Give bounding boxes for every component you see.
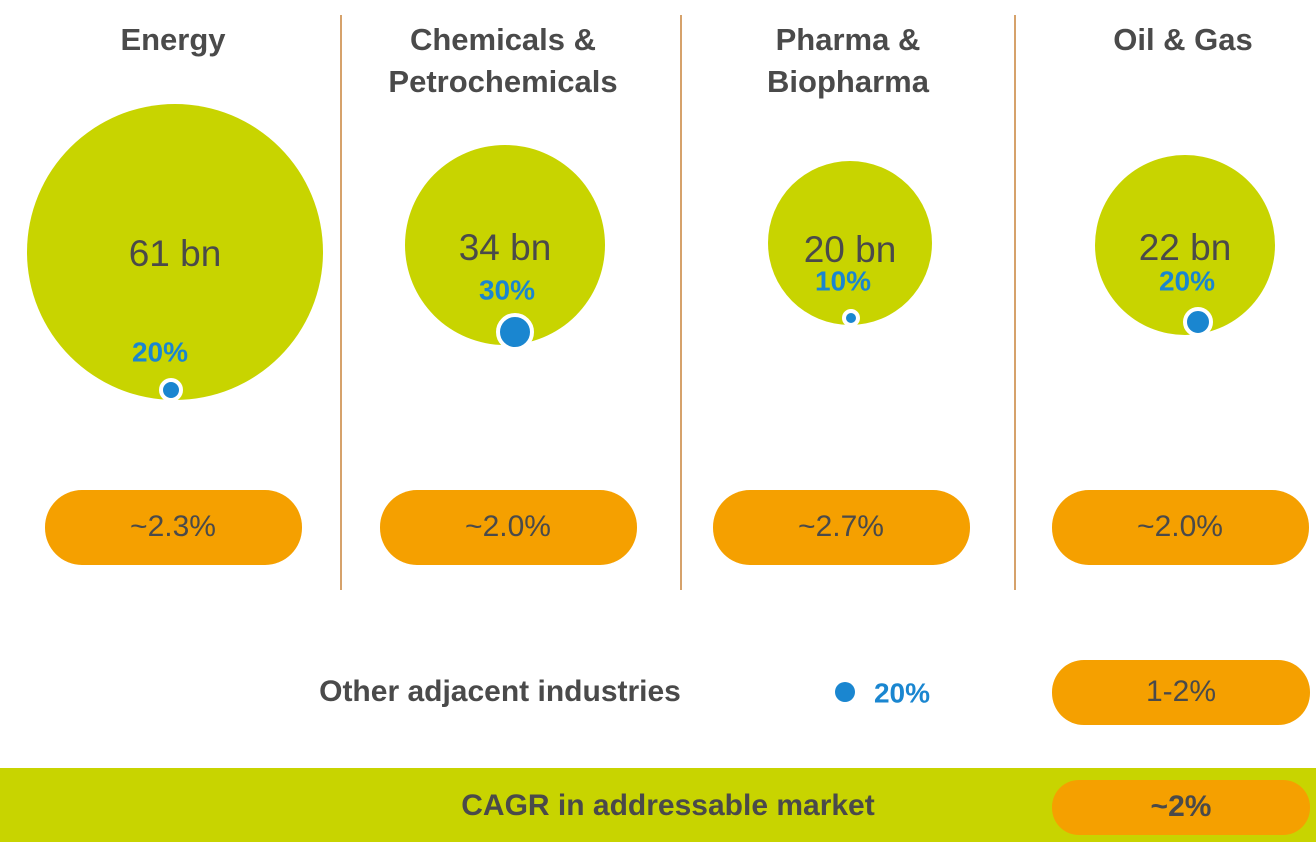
cagr-pill [45, 490, 302, 565]
cagr-label: ~2.3% [130, 510, 216, 543]
market-bubble [405, 145, 605, 345]
share-label: 10% [815, 265, 871, 296]
column-title: Energy [120, 22, 226, 57]
share-dot [1183, 307, 1213, 337]
share-dot [835, 682, 855, 702]
dividers [340, 15, 1016, 590]
market-bubble [27, 104, 323, 400]
other-label: Other adjacent industries [319, 675, 681, 708]
cagr-pill [380, 490, 637, 565]
other-cagr: 1-2% [1146, 675, 1216, 708]
cagr-label: ~2.7% [798, 510, 884, 543]
market-bubble [1095, 155, 1275, 335]
market-size: 20 bn [804, 229, 897, 270]
cagr-label: ~2.0% [465, 510, 551, 543]
column-title: Pharma & [776, 22, 921, 57]
column-title: Petrochemicals [388, 64, 617, 99]
share-dot [496, 313, 534, 351]
column-title: Chemicals & [410, 22, 596, 57]
cagr-pill [1052, 660, 1310, 725]
cagr-pill [1052, 490, 1309, 565]
column-title: Biopharma [767, 64, 930, 99]
share-label: 20% [1159, 265, 1215, 296]
market-size: 34 bn [459, 227, 552, 268]
cagr-label: ~2.0% [1137, 510, 1223, 543]
market-bubble [768, 161, 932, 325]
cagr-pill [1052, 780, 1310, 835]
share-dot [159, 378, 183, 402]
market-size: 61 bn [129, 233, 222, 274]
share-label: 20% [132, 336, 188, 367]
total-cagr: ~2% [1151, 790, 1212, 823]
share-dot [842, 309, 860, 327]
cagr-pill [713, 490, 970, 565]
share-label: 30% [479, 274, 535, 305]
other-share: 20% [874, 677, 930, 708]
total-label: CAGR in addressable market [461, 789, 874, 822]
column-title: Oil & Gas [1113, 22, 1253, 57]
market-size: 22 bn [1139, 227, 1232, 268]
